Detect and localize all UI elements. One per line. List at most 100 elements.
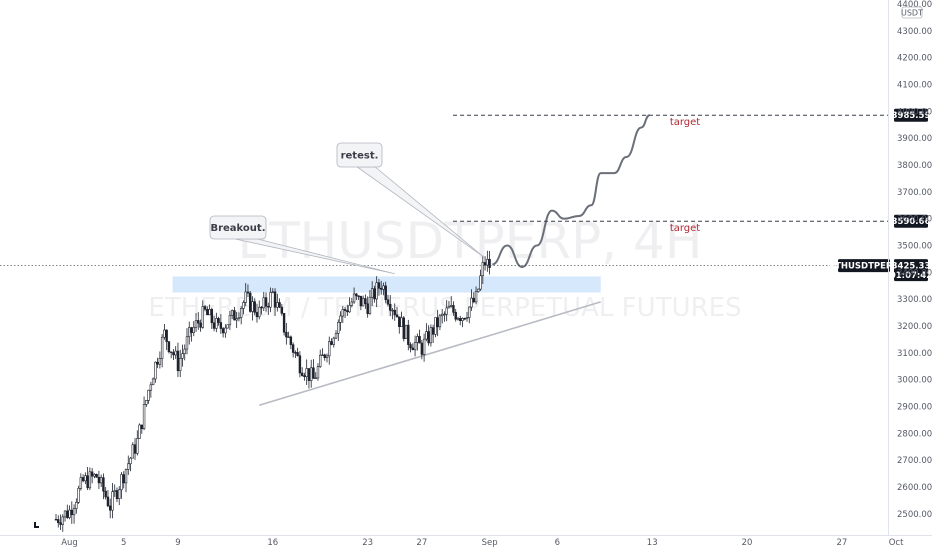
candle-body xyxy=(332,337,335,345)
candle-body xyxy=(142,404,146,430)
target-level[interactable]: target 3590.66 xyxy=(453,214,931,235)
candle-body xyxy=(450,305,453,307)
candle xyxy=(486,250,489,272)
time-tick-label: 20 xyxy=(742,538,753,548)
candle-body xyxy=(402,317,405,339)
candle xyxy=(416,333,419,351)
price-tick-label: 4100.00 xyxy=(897,81,932,91)
candle xyxy=(341,306,345,324)
projection-path[interactable] xyxy=(492,114,650,269)
price-axis[interactable]: 2500.00 2600.00 2700.00 2800.00 2900.00 3000.… xyxy=(888,0,932,535)
candle xyxy=(386,294,390,307)
current-price-box xyxy=(894,259,928,282)
candle-body xyxy=(382,285,385,290)
current-price-value: 3425.33 xyxy=(892,262,931,272)
candle xyxy=(305,359,308,385)
candle xyxy=(361,295,365,307)
candle xyxy=(343,307,347,318)
candle-body xyxy=(179,357,182,372)
time-tick-label: 6 xyxy=(555,538,560,548)
candle xyxy=(169,351,173,359)
candle xyxy=(481,255,485,284)
candle xyxy=(393,303,396,321)
candle-body xyxy=(172,352,175,356)
tradingview-logo-icon xyxy=(34,522,39,528)
price-tick-label: 4000.00 xyxy=(897,107,932,117)
symbol-tag-label: ETHUSDTPERP xyxy=(829,262,898,272)
candle xyxy=(228,310,232,330)
callout[interactable]: Breakout. xyxy=(209,215,395,275)
price-tick-label: 3300.00 xyxy=(897,295,932,305)
candle-body xyxy=(413,342,417,351)
candle xyxy=(95,473,98,478)
candle xyxy=(418,329,421,344)
candle xyxy=(233,306,236,321)
candle-body xyxy=(477,288,480,292)
candle-body xyxy=(63,510,67,518)
candle-body xyxy=(479,275,482,290)
candle xyxy=(314,372,317,380)
candle xyxy=(97,470,101,489)
candle-body xyxy=(348,305,351,313)
candle-body xyxy=(253,301,256,313)
candle-body xyxy=(61,516,64,525)
candle xyxy=(249,291,252,313)
callout-text: retest. xyxy=(341,151,379,162)
candle xyxy=(208,304,211,316)
price-tick-label: 2700.00 xyxy=(897,456,932,466)
price-tick-label: 3800.00 xyxy=(897,161,932,171)
price-levels-layer: target 3985.59 target 3590.66 ETHUSDTPERP342… xyxy=(0,108,932,282)
candle-body xyxy=(282,313,286,333)
candle-body xyxy=(447,306,451,309)
candle xyxy=(172,349,175,360)
candle xyxy=(136,430,139,456)
candle-body xyxy=(316,366,320,379)
time-tick-label: Aug xyxy=(61,538,78,548)
candle-body xyxy=(129,457,132,465)
candle-body xyxy=(287,336,290,338)
candle xyxy=(160,334,164,368)
candle-body xyxy=(425,331,428,340)
candle xyxy=(339,311,342,331)
time-axis[interactable]: Aug 5 9 16 23 27 Sep 6 13 20 27 Oct xyxy=(0,535,932,549)
candle xyxy=(294,350,297,358)
candle-body xyxy=(181,353,184,359)
candle xyxy=(133,438,137,460)
candle xyxy=(377,279,381,296)
candle xyxy=(409,342,412,353)
candle xyxy=(244,283,247,307)
candle xyxy=(454,308,457,322)
support-trendline[interactable] xyxy=(259,301,601,406)
candle xyxy=(479,269,482,291)
candle-body xyxy=(328,341,331,357)
callout-box xyxy=(336,142,383,168)
candle-body xyxy=(409,344,412,349)
candle xyxy=(142,396,146,431)
candle-body xyxy=(194,320,198,328)
candle-body xyxy=(452,305,455,313)
callout[interactable]: retest. xyxy=(336,142,484,257)
candle-body xyxy=(416,336,419,343)
candle xyxy=(188,321,191,345)
price-tick-label: 3900.00 xyxy=(897,134,932,144)
candle xyxy=(174,346,177,359)
candle-body xyxy=(278,302,281,308)
candle-body xyxy=(258,306,261,318)
candle-body xyxy=(364,298,367,305)
candle-body xyxy=(271,291,274,293)
target-level[interactable]: target 3985.59 xyxy=(453,108,930,128)
candle-body xyxy=(201,306,204,328)
candle-body xyxy=(339,315,342,323)
resistance-zone[interactable] xyxy=(172,276,601,293)
candle xyxy=(109,498,112,519)
target-price-tag-label: 3590.66 xyxy=(892,217,931,227)
candle xyxy=(176,342,180,377)
candle xyxy=(104,487,107,500)
candle-body xyxy=(190,327,193,333)
candle xyxy=(404,324,408,339)
candle-body xyxy=(411,347,415,351)
candle xyxy=(282,312,286,336)
price-tick-label: 3100.00 xyxy=(897,349,932,359)
